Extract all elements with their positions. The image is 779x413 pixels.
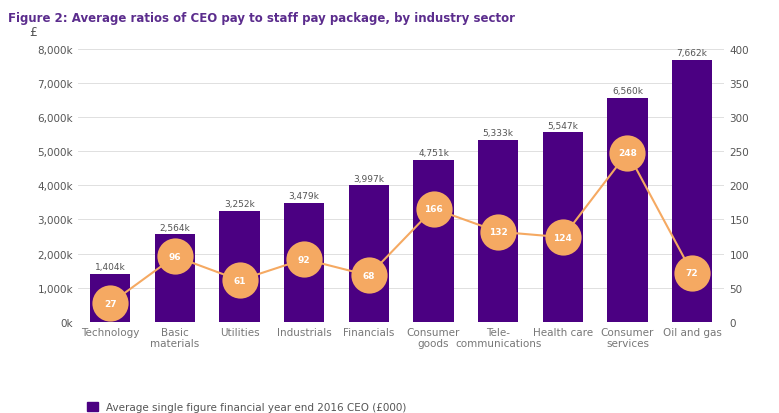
Text: 2,564k: 2,564k xyxy=(160,223,190,232)
Point xyxy=(363,273,375,279)
Point xyxy=(492,229,505,235)
Text: 132: 132 xyxy=(488,228,508,237)
Bar xyxy=(608,99,647,322)
Text: £: £ xyxy=(30,26,37,39)
Text: 5,547k: 5,547k xyxy=(548,121,578,131)
Text: 96: 96 xyxy=(168,252,182,261)
Point xyxy=(234,277,246,284)
Point xyxy=(298,256,311,263)
Text: 7,662k: 7,662k xyxy=(677,50,707,58)
Bar xyxy=(478,140,518,322)
Bar xyxy=(672,61,712,322)
Bar xyxy=(155,235,195,322)
Bar xyxy=(349,186,389,322)
Legend: Average single figure financial year end 2016 CEO (£000), Average of pay ratio C: Average single figure financial year end… xyxy=(83,398,411,413)
Text: 5,333k: 5,333k xyxy=(483,129,513,138)
Text: 61: 61 xyxy=(233,276,246,285)
Text: 3,997k: 3,997k xyxy=(354,174,384,183)
Text: 68: 68 xyxy=(362,271,375,280)
Text: Figure 2: Average ratios of CEO pay to staff pay package, by industry sector: Figure 2: Average ratios of CEO pay to s… xyxy=(8,12,515,25)
Bar xyxy=(90,274,130,322)
Text: 1,404k: 1,404k xyxy=(95,263,125,272)
Text: 3,479k: 3,479k xyxy=(289,192,319,201)
Bar xyxy=(284,204,324,322)
Point xyxy=(686,270,699,276)
Point xyxy=(104,300,117,307)
Bar xyxy=(414,160,453,322)
Text: 4,751k: 4,751k xyxy=(418,149,449,157)
Text: 248: 248 xyxy=(618,149,637,158)
Text: 6,560k: 6,560k xyxy=(612,87,643,96)
Text: 92: 92 xyxy=(298,255,311,264)
Point xyxy=(556,234,569,241)
Bar xyxy=(220,211,259,322)
Text: 3,252k: 3,252k xyxy=(224,199,255,209)
Text: 72: 72 xyxy=(686,268,699,278)
Point xyxy=(622,150,634,157)
Bar xyxy=(543,133,583,322)
Text: 166: 166 xyxy=(424,204,443,214)
Text: 27: 27 xyxy=(104,299,117,308)
Point xyxy=(169,254,182,260)
Point xyxy=(428,206,440,212)
Text: 124: 124 xyxy=(553,233,573,242)
